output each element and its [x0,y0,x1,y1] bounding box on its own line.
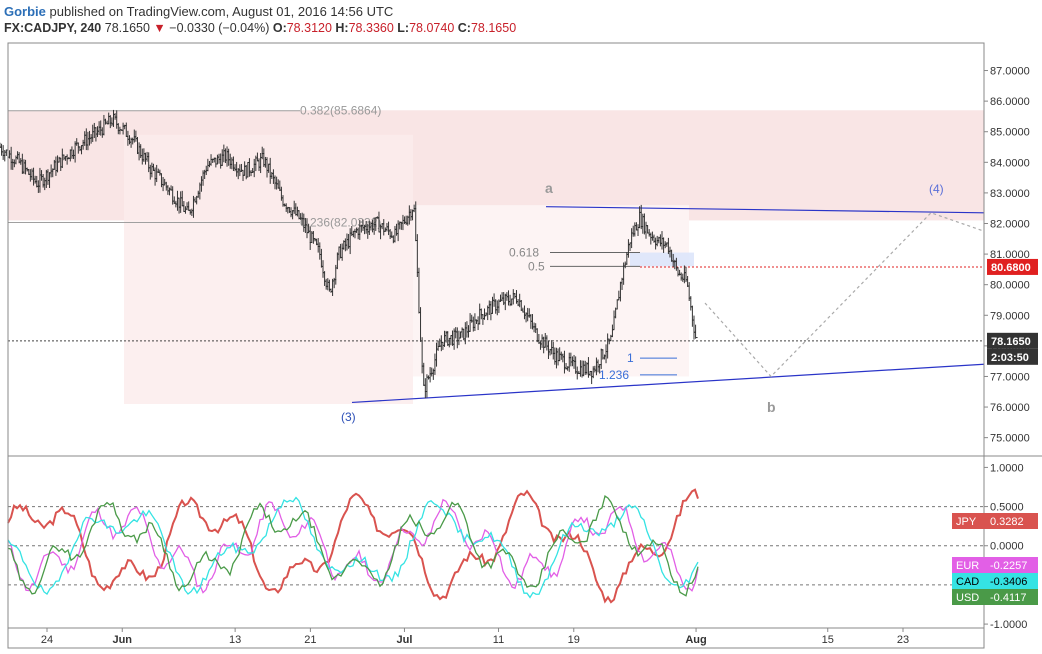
price-mark-1: 78.1650 [987,332,1038,349]
price-tick-label: 86.0000 [990,96,1030,108]
price-tick-label: 80.0000 [990,280,1030,292]
svg-text:0.3282: 0.3282 [990,516,1024,528]
ind-last-usd: USD -0.4117 [952,589,1038,605]
ind-series-usd [7,494,699,597]
time-tick-label: 24 [41,634,53,646]
projection-path [704,212,985,378]
ext-label-0: 1 [627,351,634,365]
wave-label-3: (3) [341,410,356,424]
svg-text:80.6800: 80.6800 [991,262,1031,274]
published-text: published on TradingView.com, August 01,… [49,4,394,19]
open-value: 78.3120 [286,21,332,35]
ind-series-jpy [7,488,699,604]
price-tick-label: 82.0000 [990,218,1030,230]
low-value: 78.0740 [409,21,455,35]
low-label: L: [397,21,410,35]
price-tick-label: 85.0000 [990,127,1030,139]
last-price: 78.1650 [104,21,150,35]
time-tick-label: 11 [493,634,504,646]
lower-trendline [351,363,985,404]
ind-tick-label: 0.5000 [990,502,1024,514]
open-label: O: [272,21,287,35]
time-tick-label: 19 [568,634,580,646]
svg-text:JPY: JPY [956,516,977,528]
svg-text:2:03:50: 2:03:50 [991,352,1029,364]
close-label: C: [457,21,471,35]
wave-label-4: (4) [929,182,944,196]
svg-text:CAD: CAD [956,576,979,588]
price-tick-label: 77.0000 [990,371,1030,383]
time-tick-label: 21 [304,634,316,646]
author-link[interactable]: Gorbie [4,4,46,19]
fib-box [630,252,694,267]
svg-text:-0.2257: -0.2257 [990,560,1027,572]
price-tick-label: 87.0000 [990,66,1030,78]
price-mark-2: 2:03:50 [987,348,1038,365]
ind-last-jpy: JPY 0.3282 [952,513,1038,529]
time-tick-label: 13 [229,634,241,646]
time-tick-label: Jul [396,634,412,646]
price-tick-label: 81.0000 [990,249,1030,261]
time-tick-label: 15 [822,634,834,646]
down-arrow-icon: ▼ [153,21,166,35]
ind-last-eur: EUR -0.2257 [952,557,1038,573]
time-tick-label: 23 [897,634,909,646]
price-change: −0.0330 (−0.04%) [169,21,270,35]
symbol-name[interactable]: FX:CADJPY, 240 [4,21,102,35]
svg-text:EUR: EUR [956,560,979,572]
close-value: 78.1650 [470,21,517,35]
price-tick-label: 83.0000 [990,188,1030,200]
ind-last-cad: CAD -0.3406 [952,573,1038,589]
ind-tick-label: 1.0000 [990,462,1024,474]
wave-3-zone [124,134,413,404]
time-tick-label: Aug [685,634,706,646]
price-tick-label: 76.0000 [990,402,1030,414]
symbol-legend: FX:CADJPY, 240 78.1650 ▼ −0.0330 (−0.04%… [4,21,516,35]
price-tick-label: 75.0000 [990,433,1030,445]
fib-label-0: 0.382(85.6864) [300,104,381,118]
svg-text:-0.3406: -0.3406 [990,576,1027,588]
upper-trendline [545,206,985,214]
price-tick-label: 84.0000 [990,157,1030,169]
fib-label-3: 0.5 [528,259,545,273]
high-label: H: [335,21,349,35]
price-bar [693,324,698,339]
svg-text:USD: USD [956,592,979,604]
ind-series-cad [7,496,699,599]
time-tick-label: Jun [112,634,132,646]
svg-text:78.1650: 78.1650 [991,336,1031,348]
price-tick-label: 79.0000 [990,310,1030,322]
publish-info: Gorbie published on TradingView.com, Aug… [4,4,393,19]
wave-label-b: b [767,399,776,415]
svg-text:-0.4117: -0.4117 [990,592,1027,604]
ind-tick-label: 0.0000 [990,541,1024,553]
wave-label-a: a [545,180,553,196]
fib-label-2: 0.618 [509,246,539,260]
ext-label-1: 1.236 [599,368,629,382]
high-value: 78.3360 [348,21,394,35]
ind-tick-label: -1.0000 [990,619,1027,631]
price-mark-0: 80.6800 [987,258,1038,275]
